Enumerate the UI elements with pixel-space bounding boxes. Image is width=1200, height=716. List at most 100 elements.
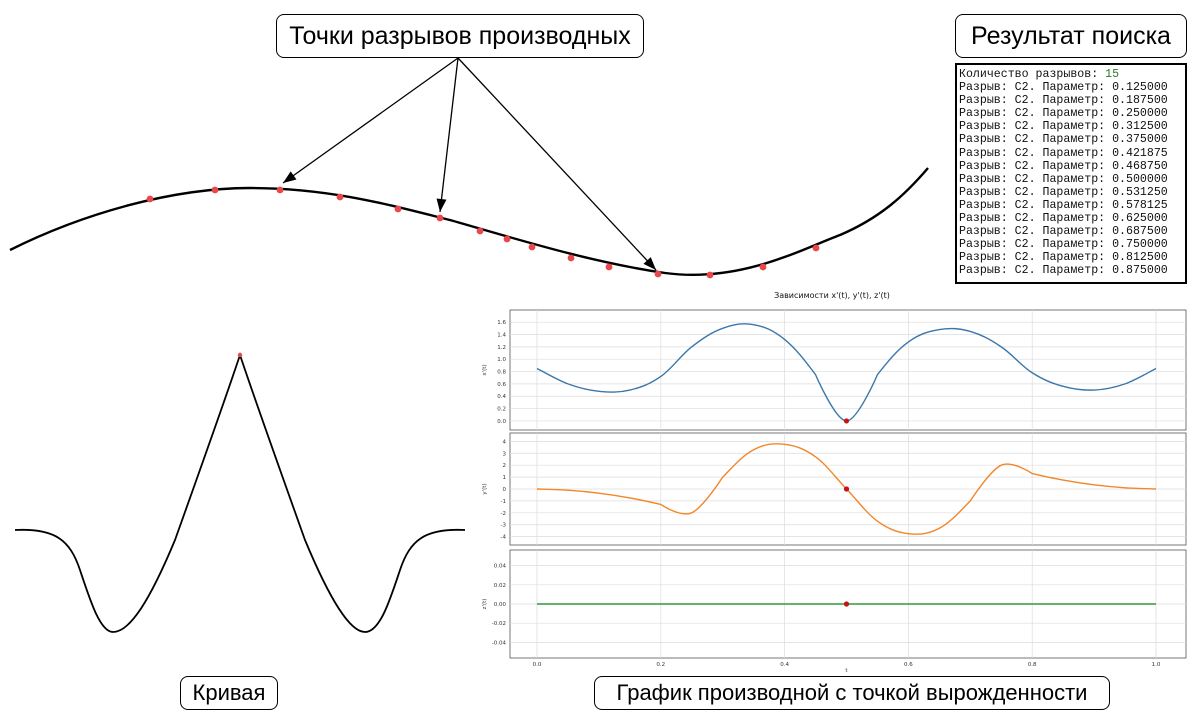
break-point-marker [476,227,484,235]
result-row: Разрыв: C2. Параметр: 0.531250 [959,186,1185,199]
result-row-prefix: Разрыв: C2. Параметр: [959,133,1106,147]
result-row-param: 0.812500 [1112,251,1168,265]
y-tick-label: 1 [503,475,507,481]
y-tick-label: 4 [503,439,507,445]
subplot-frame [509,309,1187,431]
y-tick-label: -3 [501,523,507,529]
result-row-prefix: Разрыв: C2. Параметр: [959,94,1106,108]
break-point-marker [706,271,714,279]
result-row-param: 0.875000 [1112,264,1168,278]
x-tick-label: 0.8 [1028,662,1037,668]
subplot-2: 4 3 2 1 0 -1 -2 -3 -4 y'(t) [482,432,1187,546]
x-tick-label: 0.4 [780,662,789,668]
subplot-1: 0.0 0.2 0.4 0.6 0.8 1.0 1.2 1.4 1.6 x'(t) [482,309,1187,431]
break-point-marker [336,193,344,201]
degenerate-point-marker [843,601,850,607]
y-axis-label: x'(t) [482,364,488,375]
result-row-prefix: Разрыв: C2. Параметр: [959,212,1106,226]
curve-peak-marker [237,352,243,358]
break-point-marker [146,195,154,203]
y-tick-label: 1.4 [497,333,506,339]
break-point-marker [812,244,820,252]
y-tick-label: 1.6 [497,320,506,326]
break-point-marker [276,186,284,194]
y-tick-label: 3 [503,451,507,457]
y-tick-label: 0.6 [497,382,506,388]
y-tick-label: -1 [501,499,506,505]
result-row-param: 0.468750 [1112,159,1168,173]
y-axis-label: z'(t) [482,599,488,610]
y-tick-label: 0.00 [494,602,507,608]
break-point-marker [528,243,536,251]
break-point-marker [567,254,575,262]
y-tick-label: 2 [503,463,507,469]
result-row: Разрыв: C2. Параметр: 0.750000 [959,238,1185,251]
y-tick-label: 0.4 [497,394,506,400]
result-row: Разрыв: C2. Параметр: 0.625000 [959,212,1185,225]
result-row: Разрыв: C2. Параметр: 0.812500 [959,251,1185,264]
break-point-marker [605,263,613,271]
result-row: Разрыв: C2. Параметр: 0.468750 [959,160,1185,173]
result-row-prefix: Разрыв: C2. Параметр: [959,198,1106,212]
result-row: Разрыв: C2. Параметр: 0.375000 [959,133,1185,146]
result-row: Разрыв: C2. Параметр: 0.250000 [959,107,1185,120]
curve-label: Кривая [180,676,278,710]
y-tick-label: 0.2 [497,407,506,413]
result-row: Разрыв: C2. Параметр: 0.578125 [959,199,1185,212]
y-tick-label: 0.8 [497,370,506,376]
result-header-text: Количество разрывов: [959,68,1099,81]
result-row-prefix: Разрыв: C2. Параметр: [959,251,1106,265]
callout-arrow-line [282,57,459,184]
break-points-markers [146,186,820,279]
y-tick-label: 0.04 [494,564,507,570]
x-tick-label: 0.6 [904,662,913,668]
result-row-prefix: Разрыв: C2. Параметр: [959,120,1106,134]
break-points-curve-chart [9,57,929,279]
y-tick-label: 0.02 [494,583,506,589]
break-point-marker [211,186,219,194]
result-row-param: 0.250000 [1112,107,1168,121]
break-points-label: Точки разрывов производных [276,14,644,58]
result-row: Разрыв: C2. Параметр: 0.125000 [959,81,1185,94]
result-row: Разрыв: C2. Параметр: 0.500000 [959,173,1185,186]
derivative-subplots: 0.0 0.2 0.4 0.6 0.8 1.0 1.2 1.4 1.6 x'(t) 4 3 2 1 0 -1 -… [482,309,1187,674]
x-tick-label: 1.0 [1152,662,1161,668]
result-row-param: 0.625000 [1112,212,1168,226]
callout-arrow-head [643,257,656,270]
break-point-marker [394,205,402,213]
result-row-prefix: Разрыв: C2. Параметр: [959,172,1106,186]
result-row-prefix: Разрыв: C2. Параметр: [959,81,1106,95]
degenerate-point-marker [843,418,850,424]
result-row-param: 0.375000 [1112,133,1168,147]
result-row-param: 0.500000 [1112,172,1168,186]
x-tick-label: 0.2 [656,662,665,668]
result-row: Разрыв: C2. Параметр: 0.312500 [959,120,1185,133]
result-row: Разрыв: C2. Параметр: 0.875000 [959,264,1185,277]
result-row-param: 0.578125 [1112,198,1168,212]
result-row-param: 0.312500 [1112,120,1168,134]
result-row-prefix: Разрыв: C2. Параметр: [959,238,1106,252]
result-row: Разрыв: C2. Параметр: 0.187500 [959,94,1185,107]
break-point-marker [759,263,767,271]
y-tick-label: 0.0 [497,419,506,425]
result-row-param: 0.125000 [1112,81,1168,95]
result-row-prefix: Разрыв: C2. Параметр: [959,264,1106,278]
y-tick-label: -2 [501,511,506,517]
result-row-prefix: Разрыв: C2. Параметр: [959,225,1106,239]
result-count: 15 [1105,68,1120,81]
callout-arrows [282,57,657,271]
break-point-marker [654,270,662,278]
callout-arrow-line [457,57,657,271]
result-row-param: 0.187500 [1112,94,1168,108]
search-result-panel: Количество разрывов: 15 Разрыв: C2. Пара… [955,63,1187,284]
y-tick-label: -0.04 [492,640,507,646]
y-axis-label: y'(t) [482,483,488,494]
callout-arrow-head [436,198,447,212]
x-axis-label: t [845,668,848,674]
result-row-param: 0.421875 [1112,146,1168,160]
y-tick-label: -4 [501,535,507,541]
derivative-chart-title: Зависимости x'(t), y'(t), z'(t) [774,291,890,300]
y-tick-label: 0 [503,487,507,493]
result-row-param: 0.687500 [1112,225,1168,239]
